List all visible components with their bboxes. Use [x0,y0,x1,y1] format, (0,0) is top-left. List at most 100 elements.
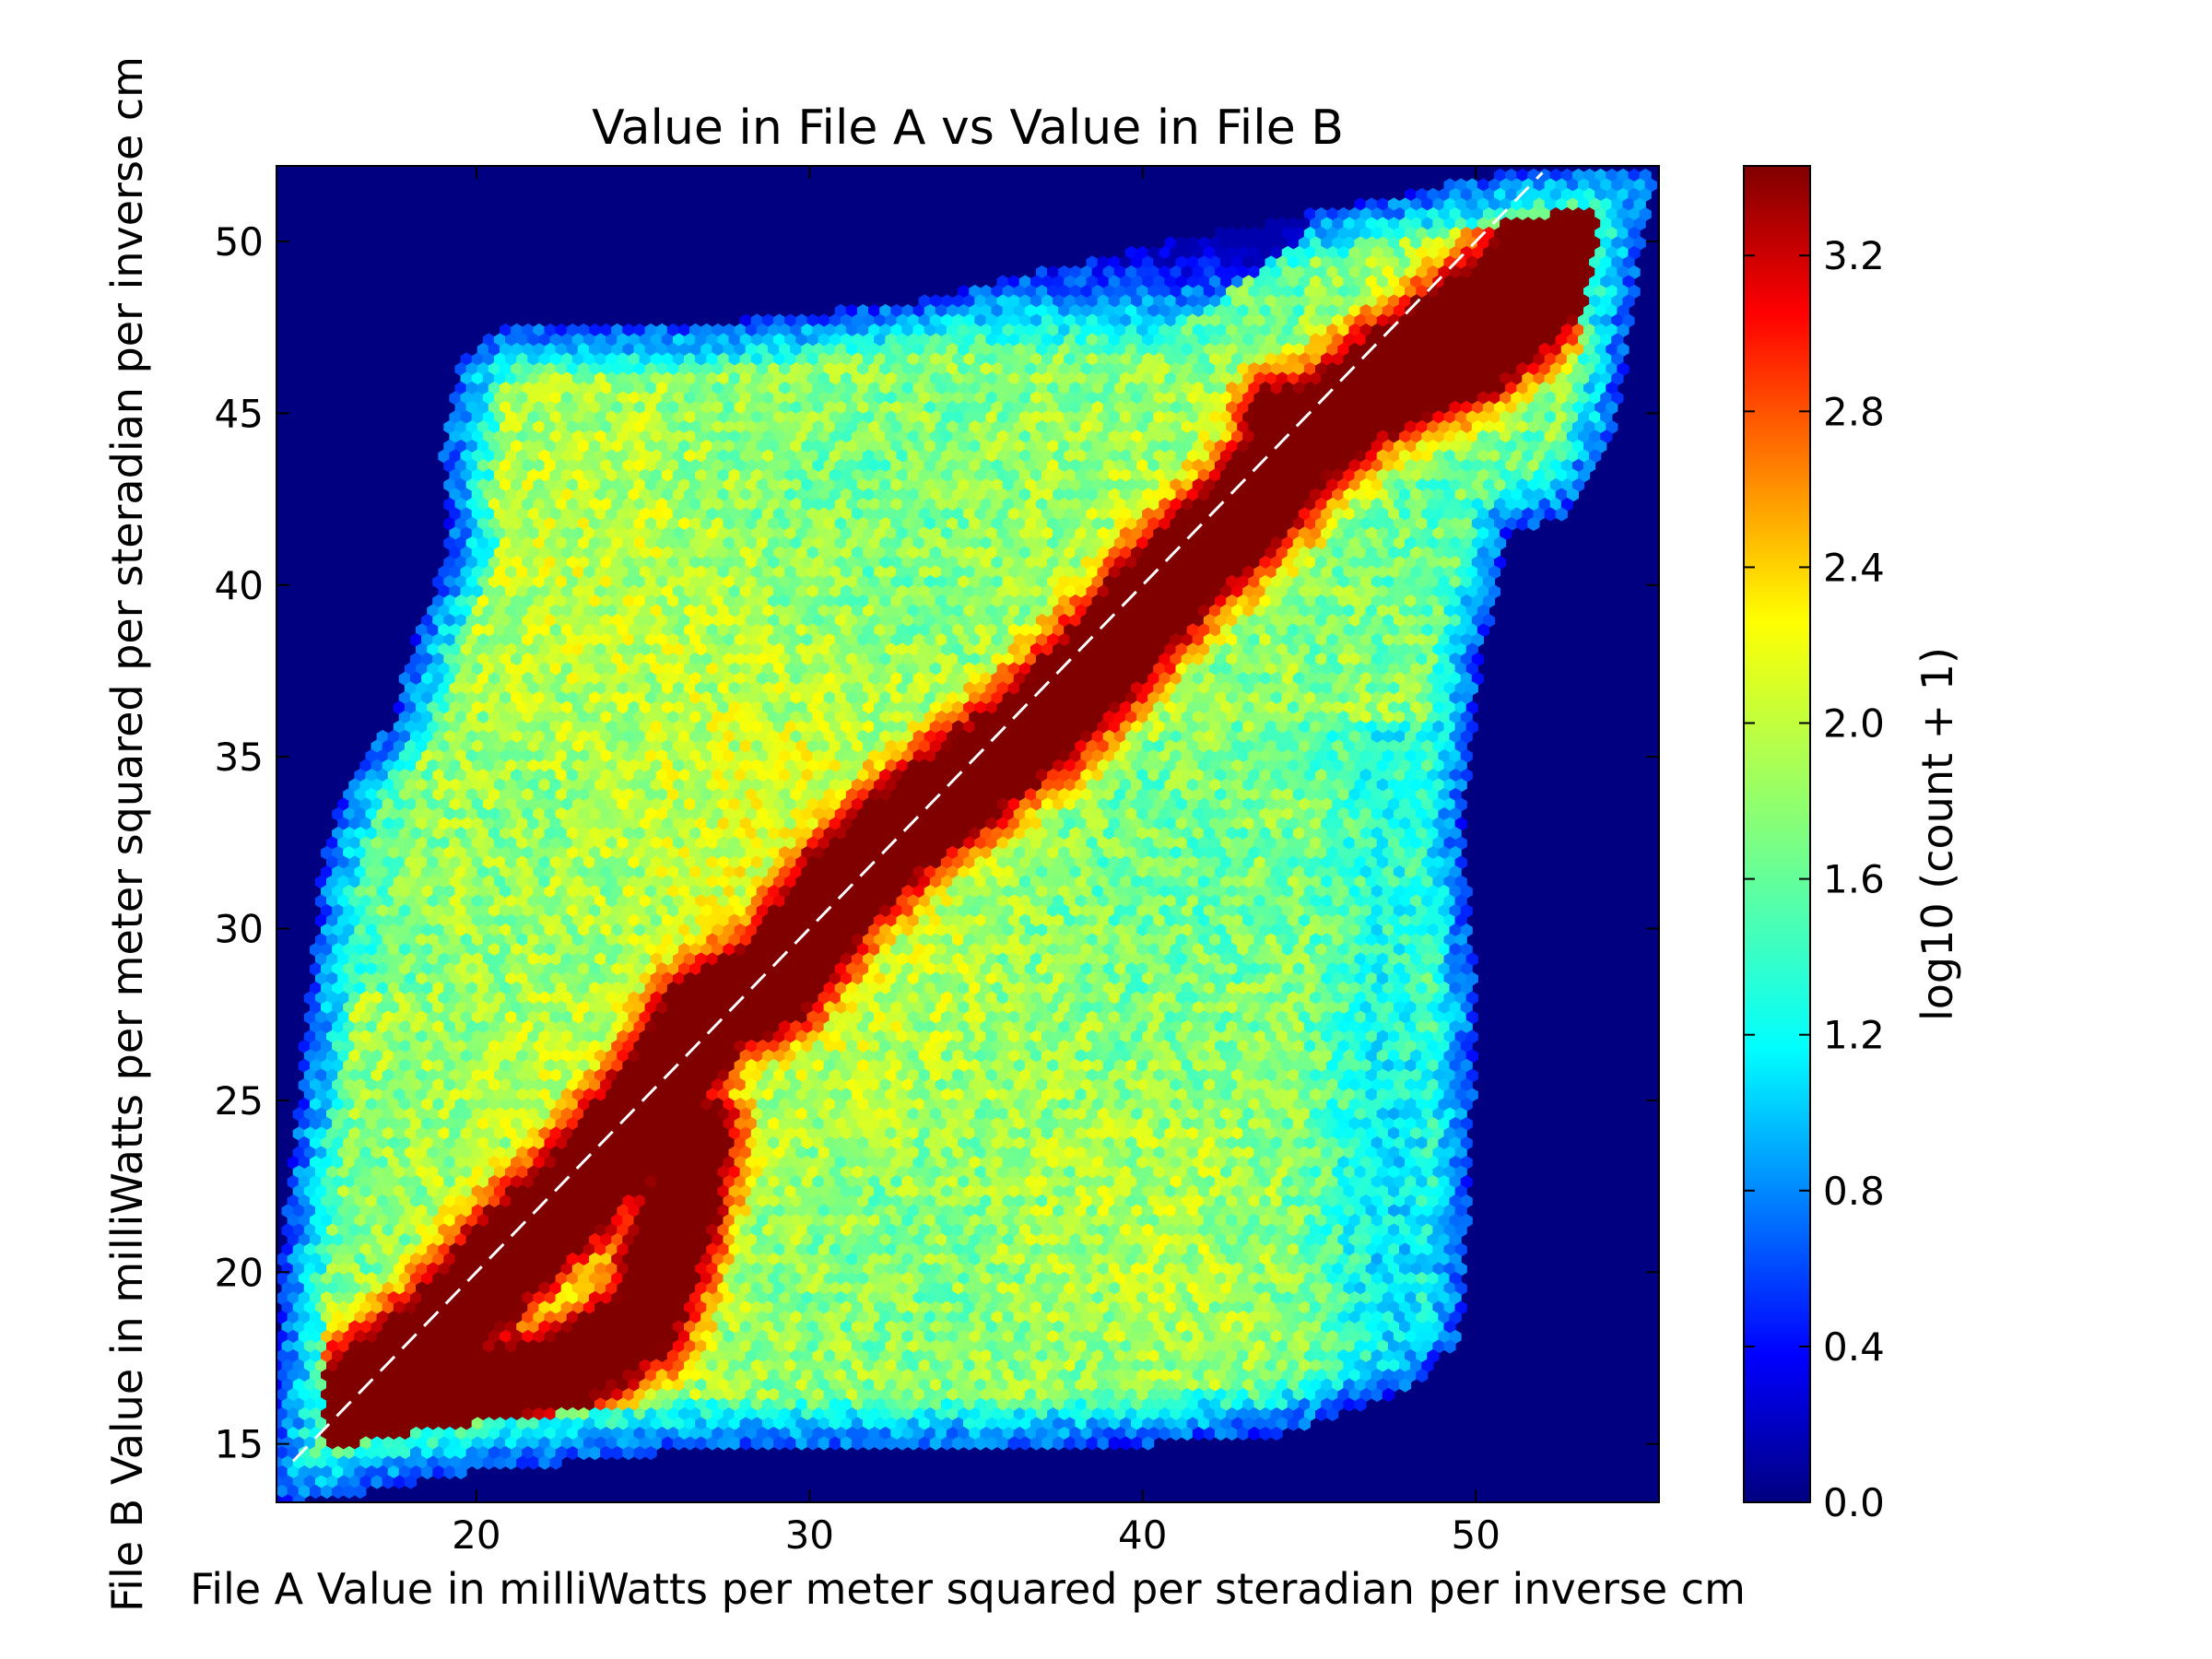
hex-cell [1242,275,1255,289]
hex-cell [1622,275,1635,289]
hex-cell [1253,313,1266,328]
hex-cell [633,323,646,338]
hex-cell [1265,217,1277,231]
hex-cell [1387,255,1400,270]
hex-cell [1544,217,1557,231]
hex-cell [1527,206,1540,222]
hex-cell [1578,197,1591,212]
hex-cell [1566,294,1579,309]
hex-cell [1253,255,1266,270]
hex-cell [1332,313,1345,328]
hex-cell [1382,206,1394,222]
hex-cell [1527,187,1540,203]
hex-cell [840,313,853,328]
hex-cell [1292,245,1305,261]
hex-cell [1538,206,1551,222]
hex-cell [963,352,976,367]
hex-cell [1606,284,1618,300]
hex-cell [1566,236,1579,251]
hex-cell [1175,294,1188,309]
hex-cell [1164,255,1177,270]
hex-cell [879,303,892,319]
hex-cell [1281,284,1294,300]
hex-cell [1315,303,1328,319]
hex-cell [1549,323,1562,338]
hex-cell [874,352,887,367]
hex-cell [1410,313,1423,328]
hex-cell [1013,284,1026,300]
hex-cell [582,352,596,367]
hex-cell [1142,313,1155,328]
hex-cell [1259,226,1272,241]
hex-cell [1371,206,1383,222]
hex-cell [695,333,708,347]
hex-cell [1571,265,1585,280]
hex-cell [1399,255,1412,270]
hex-cell [1203,342,1216,358]
hex-cell [516,352,529,367]
hex-cell [739,352,752,367]
hex-cell [1315,245,1328,261]
hex-cell [1164,236,1177,251]
hex-cell [1471,342,1484,358]
hex-cell [1555,178,1568,193]
hex-cell [1594,303,1607,319]
hex-cell [661,333,674,347]
hex-cell [1013,303,1026,319]
hex-cell [1064,352,1077,367]
hex-cell [1471,206,1484,222]
hex-cell [1522,294,1535,309]
hex-cell [1214,226,1228,241]
hex-cell [650,352,663,367]
hex-cell [571,352,584,367]
hex-cell [1443,313,1456,328]
hex-cell [1505,303,1518,319]
hex-cell [1583,342,1596,358]
hex-cell [958,284,971,300]
hex-cell [1359,206,1372,222]
hex-cell [1482,226,1496,241]
hex-cell [1555,197,1568,212]
hex-cell [1611,333,1624,347]
hex-cell [1287,236,1300,251]
hex-cell [1633,217,1646,231]
hex-cell [863,333,876,347]
hex-cell [1555,313,1568,328]
hex-cell [940,352,953,367]
hex-cell [1242,333,1255,347]
hex-cell [773,352,786,367]
hex-cell [1365,275,1378,289]
hex-cell [840,333,853,347]
hex-cell [1119,313,1132,328]
hex-cell [1460,265,1473,280]
hex-cell [1421,217,1434,231]
hex-cell [1555,236,1568,251]
hex-cell [1460,187,1473,203]
hex-cell [1405,303,1418,319]
hex-cell [1438,187,1451,203]
hex-cell [1181,342,1194,358]
hex-cell [594,352,607,367]
hex-cell [1387,275,1400,289]
hex-cell [929,313,942,328]
hex-cell [1500,197,1512,212]
hex-cell [929,333,942,347]
hex-cell [1348,323,1361,338]
hex-cell [1047,265,1060,280]
hex-cell [1326,245,1339,261]
hex-cell [582,333,596,347]
hex-cell [1382,245,1394,261]
hex-cell [1248,245,1261,261]
hex-cell [1594,342,1607,358]
hex-cell [706,352,719,367]
hex-cell [1097,275,1110,289]
hex-cell [1343,352,1356,367]
hex-cell [1231,255,1244,270]
hex-cell [1471,323,1484,338]
hex-cell [1482,303,1496,319]
hex-cell [974,352,987,367]
hex-cell [1432,217,1445,231]
hex-cell [1310,275,1323,289]
hex-cell [1242,352,1255,367]
hex-cell [1578,236,1591,251]
